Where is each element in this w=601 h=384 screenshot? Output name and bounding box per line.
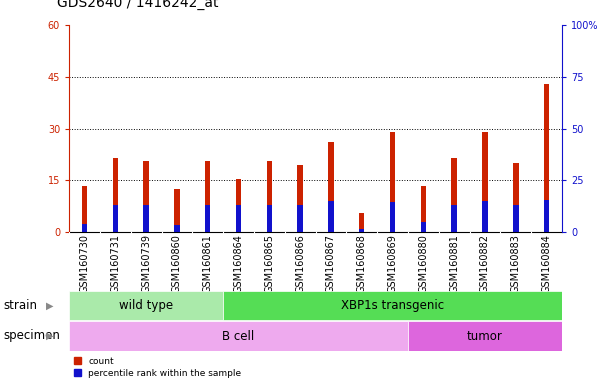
Text: ▶: ▶ <box>46 331 53 341</box>
Bar <box>82 186 87 232</box>
Bar <box>513 163 519 232</box>
Text: GSM160869: GSM160869 <box>388 234 397 293</box>
Text: GSM160864: GSM160864 <box>234 234 243 293</box>
Text: GSM160861: GSM160861 <box>203 234 213 293</box>
Bar <box>408 321 562 351</box>
Legend: count, percentile rank within the sample: count, percentile rank within the sample <box>74 357 241 377</box>
Bar <box>174 189 180 232</box>
Bar <box>544 84 549 232</box>
Bar <box>267 161 272 232</box>
Text: GSM160865: GSM160865 <box>264 234 274 293</box>
Text: GSM160868: GSM160868 <box>357 234 367 293</box>
Bar <box>297 205 303 232</box>
Bar <box>297 165 303 232</box>
Text: GSM160867: GSM160867 <box>326 234 336 293</box>
Text: GSM160884: GSM160884 <box>542 234 552 293</box>
Bar <box>144 161 149 232</box>
Bar <box>82 224 87 232</box>
Bar <box>144 205 149 232</box>
Text: strain: strain <box>3 299 37 312</box>
Bar <box>69 321 408 351</box>
Text: GSM160866: GSM160866 <box>295 234 305 293</box>
Bar <box>69 291 223 320</box>
Bar <box>236 179 241 232</box>
Text: XBP1s transgenic: XBP1s transgenic <box>341 299 444 312</box>
Bar <box>451 205 457 232</box>
Text: specimen: specimen <box>3 329 60 343</box>
Text: GSM160880: GSM160880 <box>418 234 429 293</box>
Text: GSM160730: GSM160730 <box>79 234 90 293</box>
Bar <box>205 161 210 232</box>
Text: tumor: tumor <box>467 329 503 343</box>
Bar <box>236 205 241 232</box>
Bar <box>451 158 457 232</box>
Bar <box>112 205 118 232</box>
Bar <box>544 200 549 232</box>
Bar <box>513 205 519 232</box>
Bar <box>390 202 395 232</box>
Bar <box>482 132 487 232</box>
Text: GSM160731: GSM160731 <box>111 234 120 293</box>
Bar <box>390 132 395 232</box>
Bar <box>328 201 334 232</box>
Bar <box>174 225 180 232</box>
Text: wild type: wild type <box>119 299 173 312</box>
Text: ▶: ▶ <box>46 300 53 310</box>
Bar <box>482 201 487 232</box>
Bar <box>267 205 272 232</box>
Bar <box>328 142 334 232</box>
Bar <box>112 158 118 232</box>
Text: GSM160882: GSM160882 <box>480 234 490 293</box>
Bar <box>421 186 426 232</box>
Text: GDS2640 / 1416242_at: GDS2640 / 1416242_at <box>57 0 219 10</box>
Text: GSM160883: GSM160883 <box>511 234 520 293</box>
Bar <box>421 222 426 232</box>
Text: GSM160881: GSM160881 <box>449 234 459 293</box>
Text: GSM160860: GSM160860 <box>172 234 182 293</box>
Bar <box>359 214 364 232</box>
Bar <box>205 205 210 232</box>
Bar <box>359 229 364 232</box>
Text: B cell: B cell <box>222 329 255 343</box>
Text: GSM160739: GSM160739 <box>141 234 151 293</box>
Bar <box>223 291 562 320</box>
